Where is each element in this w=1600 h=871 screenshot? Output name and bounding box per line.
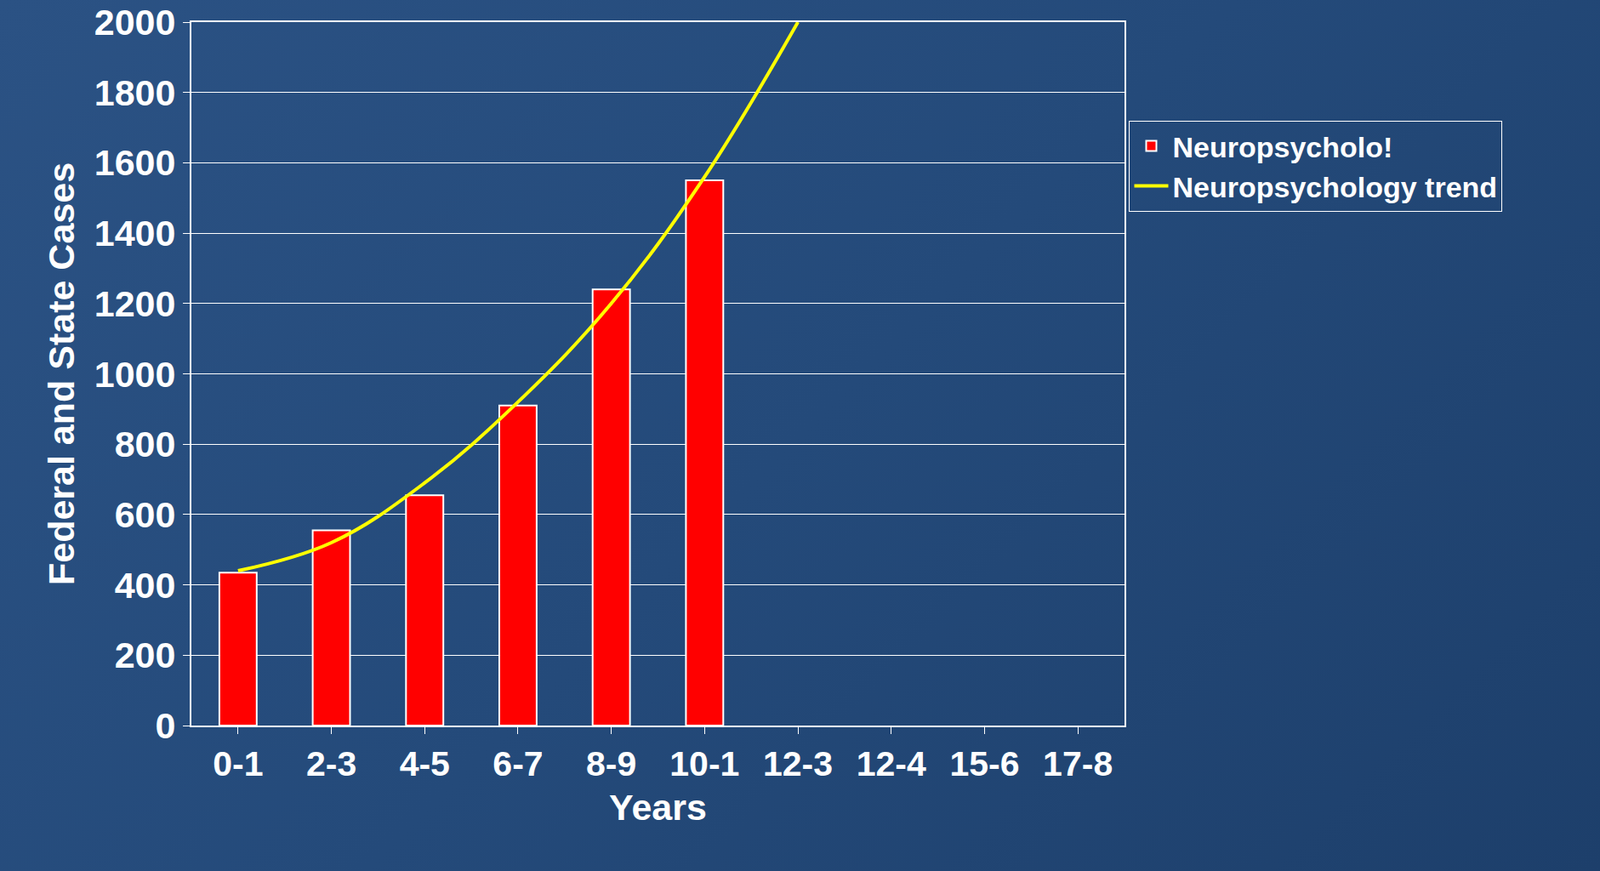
svg-text:1000: 1000: [94, 353, 177, 395]
svg-text:800: 800: [114, 423, 177, 465]
svg-text:2-3: 2-3: [306, 744, 357, 784]
svg-text:200: 200: [114, 634, 177, 676]
svg-text:1400: 1400: [94, 212, 177, 254]
svg-text:Federal and State Cases: Federal and State Cases: [40, 162, 82, 586]
svg-text:4-5: 4-5: [399, 744, 450, 784]
svg-text:1800: 1800: [94, 72, 177, 114]
svg-text:0: 0: [154, 705, 176, 746]
svg-text:0-1: 0-1: [212, 744, 263, 784]
svg-text:Neuropsychology trend: Neuropsychology trend: [1172, 170, 1498, 204]
svg-text:Years: Years: [609, 786, 707, 828]
svg-text:8-9: 8-9: [586, 744, 637, 784]
svg-text:10-1: 10-1: [669, 744, 740, 784]
svg-text:12-4: 12-4: [856, 744, 927, 784]
svg-text:400: 400: [114, 564, 177, 606]
svg-text:2000: 2000: [94, 1, 177, 43]
svg-text:600: 600: [114, 494, 177, 536]
svg-text:1200: 1200: [94, 283, 177, 325]
svg-text:1600: 1600: [94, 142, 177, 183]
svg-text:6-7: 6-7: [492, 744, 543, 784]
svg-text:17-8: 17-8: [1042, 744, 1113, 784]
svg-text:15-6: 15-6: [949, 744, 1020, 784]
svg-text:12-3: 12-3: [762, 744, 833, 784]
svg-text:Neuropsycholo!: Neuropsycholo!: [1172, 130, 1393, 164]
